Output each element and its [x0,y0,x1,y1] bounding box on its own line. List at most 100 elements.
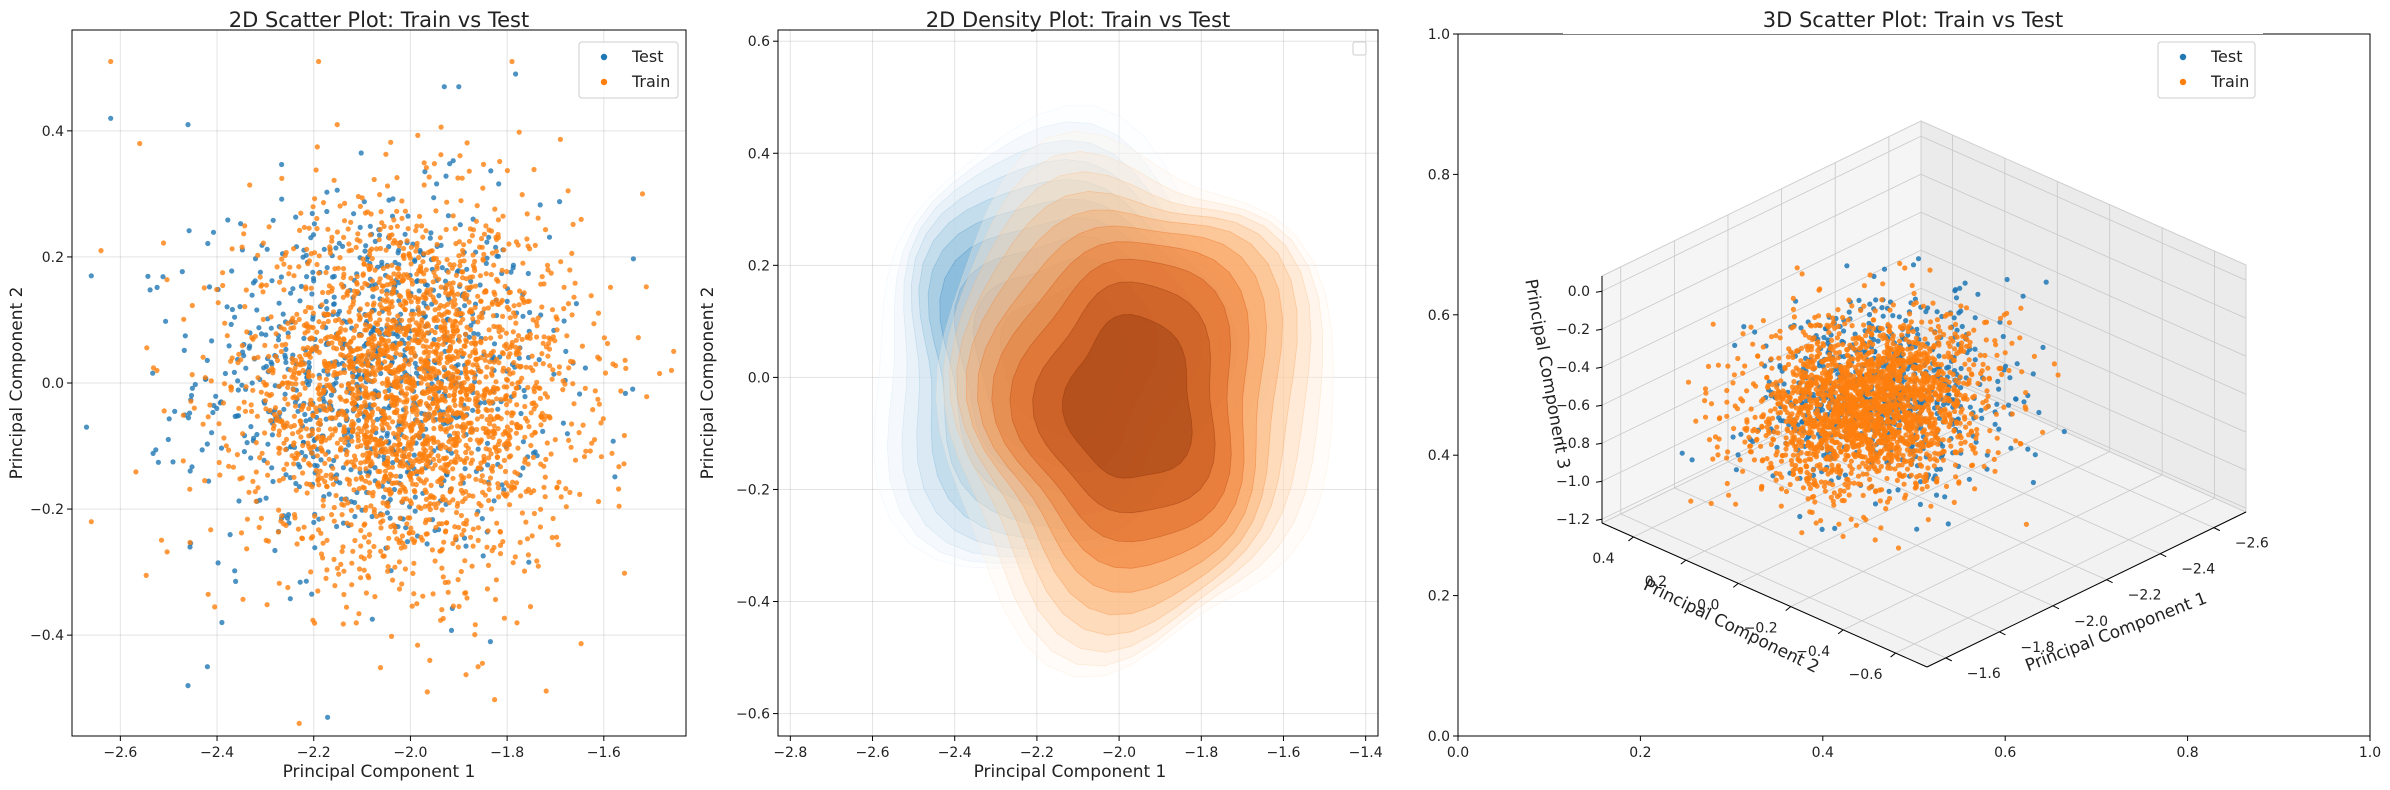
scatter-2d-point-test [352,513,358,520]
scatter-2d-point-train [282,374,288,380]
scatter-2d-point-train [393,319,399,325]
scatter-2d-point-train [465,376,471,382]
scatter-2d-point-train [338,436,344,442]
scatter-2d-point-train [311,443,317,449]
scatter-2d-point-train [242,304,248,310]
scatter-2d-point-train [309,450,315,456]
scatter-2d-point-test [249,292,255,298]
scatter-2d-point-train [446,500,452,506]
scatter-2d-point-train [547,363,553,369]
scatter-2d-point-train [572,280,578,286]
scatter-2d-point-train [441,539,447,545]
scatter-2d-point-train [408,458,414,464]
scatter-3d-point-train [2019,369,2025,375]
scatter-2d-point-train [301,224,307,230]
scatter-2d-point-train [344,449,350,455]
scatter-2d-point-test [324,265,330,271]
scatter-2d-point-train [450,540,456,547]
scatter-2d-point-train [489,407,495,413]
scatter-2d-point-test [330,274,336,280]
scatter-2d-point-train [509,479,516,485]
scatter-2d-point-train [345,288,351,294]
scatter-2d-point-train [397,301,403,308]
scatter-2d-point-test [357,224,363,230]
scatter-2d-point-train [339,501,345,507]
scatter-2d-point-train [523,519,529,525]
density-2d-ytick-label: −0.6 [736,707,770,723]
scatter-2d-point-test [513,71,519,77]
scatter-2d-point-train [492,596,499,603]
scatter-2d-point-train [416,469,422,475]
scatter-2d-point-train [388,224,394,231]
scatter-2d-point-train [333,475,339,481]
scatter-2d-point-test [257,269,263,275]
scatter-2d-point-train [269,365,275,371]
scatter-2d-point-train [426,349,432,355]
scatter-2d-point-train [310,310,316,316]
scatter-2d-point-train [240,596,246,602]
scatter-2d-point-train [416,399,422,405]
scatter-2d-point-train [580,422,586,428]
scatter-2d-point-test [438,242,444,248]
scatter-2d-point-train [339,548,345,555]
scatter-2d-point-train [437,548,443,554]
scatter-2d-point-train [406,323,413,329]
scatter-2d-point-test [472,379,478,385]
scatter-2d-point-train [339,511,345,518]
scatter-2d-point-train [336,316,342,323]
scatter-2d-point-train [487,400,493,406]
scatter-2d-point-train [495,278,501,284]
scatter-3d-point-test [1846,309,1852,315]
scatter-2d-point-train [366,532,372,538]
scatter-2d-point-test [199,447,205,453]
scatter-2d-point-train [370,286,376,292]
scatter-2d-point-train [451,292,457,298]
scatter-2d-point-train [513,385,519,391]
scatter-2d-point-train [338,352,344,358]
scatter-3d-point-train [1919,486,1925,492]
scatter-2d-point-train [604,340,611,347]
scatter-2d-point-test [298,283,304,289]
scatter-2d-point-train [349,348,355,354]
scatter-3d-point-test [1903,318,1909,324]
scatter-2d-point-test [493,244,499,250]
scatter-2d-point-test [187,410,193,416]
scatter-2d-point-train [535,215,541,221]
scatter-2d-point-train [451,365,457,371]
scatter-2d-point-train [479,660,485,666]
scatter-2d-point-train [414,408,420,414]
scatter-2d-point-test [477,282,483,288]
scatter-2d-point-test [263,332,269,338]
scatter-2d-point-train [338,445,344,451]
scatter-2d-point-test [378,370,384,377]
density-2d-xtick-label: −2.6 [856,745,890,761]
scatter-2d-point-train [345,382,351,388]
scatter-2d-point-train [436,311,442,317]
scatter-2d-point-test [384,433,390,439]
scatter-2d-point-train [639,191,646,197]
scatter-3d-point-test [1953,295,1960,301]
scatter-2d-point-train [522,456,528,462]
scatter-2d-point-train [428,368,434,374]
scatter-2d-panel: 2D Scatter Plot: Train vs Test −2.6 −2.4−… [7,8,687,782]
scatter-2d-point-train [336,571,342,577]
scatter-2d-point-train [491,423,497,429]
scatter-2d-point-train [489,548,495,554]
scatter-2d-point-train [468,429,474,435]
scatter-2d-point-train [591,321,597,327]
scatter-2d-point-test [482,399,488,406]
scatter-2d-point-train [279,175,285,181]
scatter-2d-point-train [470,252,476,258]
scatter-2d-point-train [622,357,628,363]
scatter-2d-point-train [369,246,375,252]
scatter-3d-point-train [1725,449,1731,455]
scatter-2d-point-train [557,136,564,142]
scatter-2d-point-train [451,398,457,404]
scatter-2d-point-train [550,367,556,373]
scatter-3d-point-train [1813,520,1819,526]
scatter-2d-point-train [137,140,143,147]
scatter-2d-point-train [401,434,407,440]
scatter-2d-point-train [470,316,476,322]
scatter-2d-point-test [269,432,275,438]
scatter-2d-point-train [506,367,512,373]
